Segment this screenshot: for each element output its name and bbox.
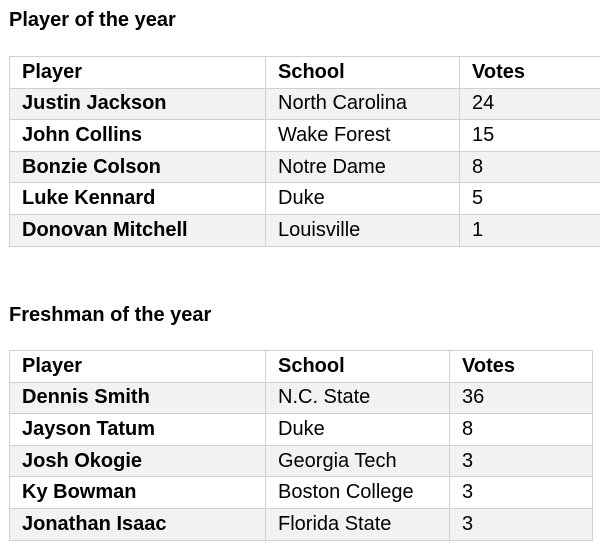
vote-count: 5 bbox=[459, 182, 600, 215]
player-name: Jayson Tatum bbox=[9, 413, 266, 446]
table-header-row: Player School Votes bbox=[9, 350, 593, 383]
school-name: Notre Dame bbox=[265, 150, 460, 184]
school-name: Louisville bbox=[265, 213, 460, 247]
section-title-freshman-of-the-year: Freshman of the year bbox=[9, 304, 212, 326]
table-row: Dennis Smith N.C. State 36 bbox=[9, 381, 593, 415]
vote-count: 8 bbox=[449, 413, 593, 446]
player-name: Dennis Smith bbox=[9, 381, 266, 415]
table-row: John Collins Wake Forest 15 bbox=[9, 119, 600, 152]
player-name: Ky Bowman bbox=[9, 476, 266, 509]
vote-count: 24 bbox=[459, 87, 600, 121]
column-header-school: School bbox=[265, 56, 460, 89]
vote-count: 3 bbox=[449, 444, 593, 478]
table-row: Justin Jackson North Carolina 24 bbox=[9, 87, 600, 121]
player-name: Donovan Mitchell bbox=[9, 213, 266, 247]
vote-count: 8 bbox=[459, 150, 600, 184]
table-header-row: Player School Votes bbox=[9, 56, 600, 89]
vote-count: 36 bbox=[449, 381, 593, 415]
vote-count: 3 bbox=[449, 476, 593, 509]
column-header-player: Player bbox=[9, 350, 266, 383]
player-of-the-year-table: Player School Votes Justin Jackson North… bbox=[9, 56, 600, 247]
school-name: Wake Forest bbox=[265, 119, 460, 152]
table-row: Josh Okogie Georgia Tech 3 bbox=[9, 444, 593, 478]
school-name: Duke bbox=[265, 413, 450, 446]
player-name: Bonzie Colson bbox=[9, 150, 266, 184]
table-row: Ky Bowman Boston College 3 bbox=[9, 476, 593, 509]
vote-count: 15 bbox=[459, 119, 600, 152]
column-header-school: School bbox=[265, 350, 450, 383]
table-row: Jayson Tatum Duke 8 bbox=[9, 413, 593, 446]
player-name: Luke Kennard bbox=[9, 182, 266, 215]
player-name: Justin Jackson bbox=[9, 87, 266, 121]
school-name: N.C. State bbox=[265, 381, 450, 415]
column-header-votes: Votes bbox=[449, 350, 593, 383]
school-name: Boston College bbox=[265, 476, 450, 509]
school-name: North Carolina bbox=[265, 87, 460, 121]
table-row: Donovan Mitchell Louisville 1 bbox=[9, 213, 600, 247]
freshman-of-the-year-table: Player School Votes Dennis Smith N.C. St… bbox=[9, 350, 593, 541]
vote-count: 1 bbox=[459, 213, 600, 247]
table-row: Luke Kennard Duke 5 bbox=[9, 182, 600, 215]
table-row: Bonzie Colson Notre Dame 8 bbox=[9, 150, 600, 184]
vote-count: 3 bbox=[449, 507, 593, 541]
column-header-player: Player bbox=[9, 56, 266, 89]
column-header-votes: Votes bbox=[459, 56, 600, 89]
player-name: John Collins bbox=[9, 119, 266, 152]
school-name: Georgia Tech bbox=[265, 444, 450, 478]
player-name: Josh Okogie bbox=[9, 444, 266, 478]
school-name: Florida State bbox=[265, 507, 450, 541]
school-name: Duke bbox=[265, 182, 460, 215]
table-row: Jonathan Isaac Florida State 3 bbox=[9, 507, 593, 541]
section-title-player-of-the-year: Player of the year bbox=[9, 9, 176, 31]
player-name: Jonathan Isaac bbox=[9, 507, 266, 541]
